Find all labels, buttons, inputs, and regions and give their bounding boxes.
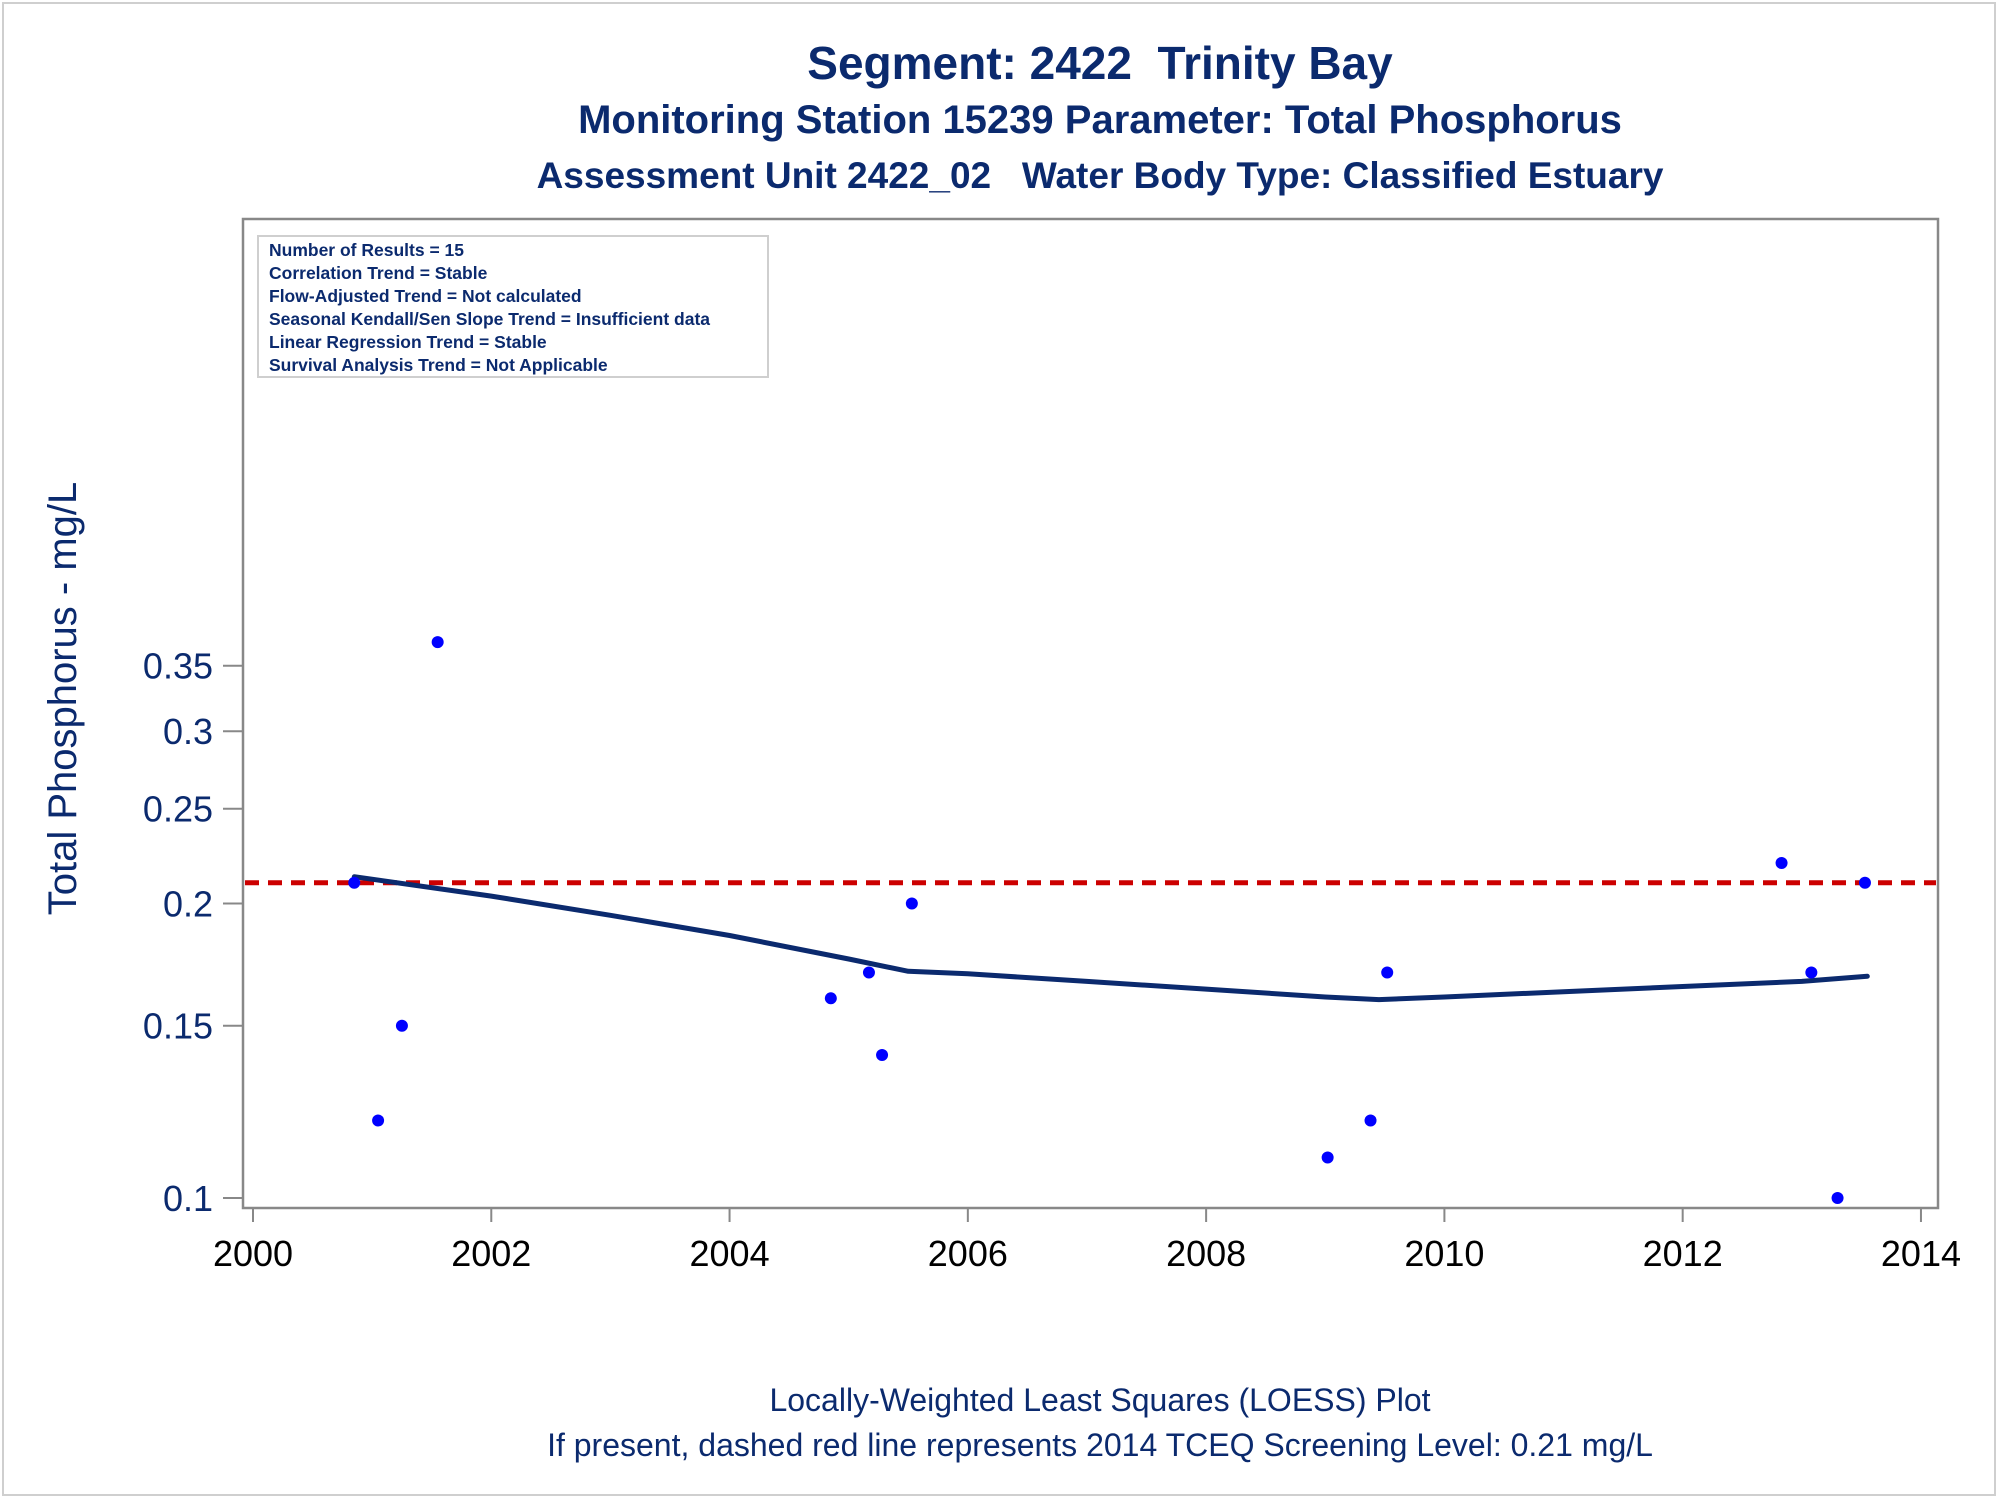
footnote-screening-level: If present, dashed red line represents 2… [547,1427,1653,1463]
chart-title: Segment: 2422 Trinity Bay [807,37,1393,89]
data-point [1381,966,1394,979]
data-point [1364,1114,1377,1127]
footnote-plot-type: Locally-Weighted Least Squares (LOESS) P… [769,1382,1431,1418]
x-tick-label: 2006 [928,1233,1008,1274]
stats-box-line: Linear Regression Trend = Stable [269,332,547,352]
x-tick-label: 2000 [213,1233,293,1274]
x-tick-label: 2014 [1881,1233,1961,1274]
data-point [431,636,444,649]
y-tick-label: 0.35 [143,646,213,687]
data-point [876,1049,889,1062]
y-tick-label: 0.3 [163,711,213,752]
x-tick-label: 2002 [451,1233,531,1274]
y-tick-label: 0.15 [143,1006,213,1047]
plot-area-border [241,217,1940,1210]
data-point [824,992,837,1005]
x-tick-label: 2008 [1166,1233,1246,1274]
data-point [395,1019,408,1032]
data-point [1775,857,1788,870]
x-tick-label: 2012 [1643,1233,1723,1274]
stats-box-line: Number of Results = 15 [269,240,464,260]
data-point [372,1114,385,1127]
data-point [1321,1151,1334,1164]
data-point [348,876,361,889]
x-tick-label: 2010 [1404,1233,1484,1274]
stats-box-line: Correlation Trend = Stable [269,263,488,283]
data-point [1805,966,1818,979]
y-tick-label: 0.1 [163,1178,213,1219]
y-tick-label: 0.25 [143,789,213,830]
stats-box [257,235,769,378]
x-tick-label: 2004 [690,1233,770,1274]
data-point [862,966,875,979]
stats-box-line: Flow-Adjusted Trend = Not calculated [269,286,582,306]
stats-box-line: Seasonal Kendall/Sen Slope Trend = Insuf… [269,309,710,329]
data-point [1831,1192,1844,1204]
data-point [905,897,918,910]
stats-box-line: Survival Analysis Trend = Not Applicable [269,355,608,375]
chart-subtitle-station: Monitoring Station 15239 Parameter: Tota… [578,98,1622,142]
data-point [1858,876,1871,889]
loess-curve [351,874,1870,1003]
chart-subtitle-assessment: Assessment Unit 2422_02 Water Body Type:… [536,155,1664,196]
y-axis-label: Total Phosphorus - mg/L [41,482,85,916]
y-tick-label: 0.2 [163,884,213,925]
